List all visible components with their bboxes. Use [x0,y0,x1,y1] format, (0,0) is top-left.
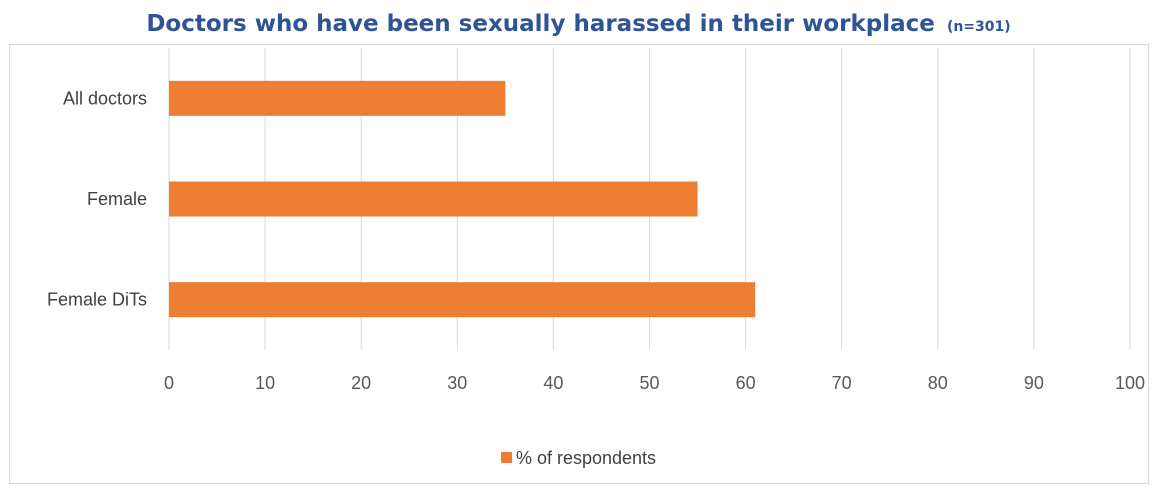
x-tick-label: 100 [1115,373,1145,393]
x-tick-label: 50 [639,373,659,393]
bar [169,181,698,217]
x-tick-label: 60 [736,373,756,393]
x-tick-label: 10 [255,373,275,393]
legend-swatch [500,452,512,464]
chart-frame [9,44,1149,484]
category-label: Female DiTs [47,290,147,310]
category-label: Female [87,189,147,209]
category-label: All doctors [63,88,147,108]
x-tick-label: 30 [447,373,467,393]
chart-title-text: Doctors who have been sexually harassed … [146,11,935,37]
x-tick-label: 20 [351,373,371,393]
bar [169,80,506,116]
bar [169,282,756,318]
chart-title: Doctors who have been sexually harassed … [0,11,1157,37]
chart-subtitle: (n=301) [946,19,1011,35]
legend: % of respondents [0,448,1157,469]
x-tick-label: 80 [928,373,948,393]
x-tick-label: 0 [164,373,174,393]
legend-label: % of respondents [515,448,657,468]
x-tick-label: 90 [1024,373,1044,393]
x-tick-label: 70 [832,373,852,393]
x-tick-label: 40 [543,373,563,393]
